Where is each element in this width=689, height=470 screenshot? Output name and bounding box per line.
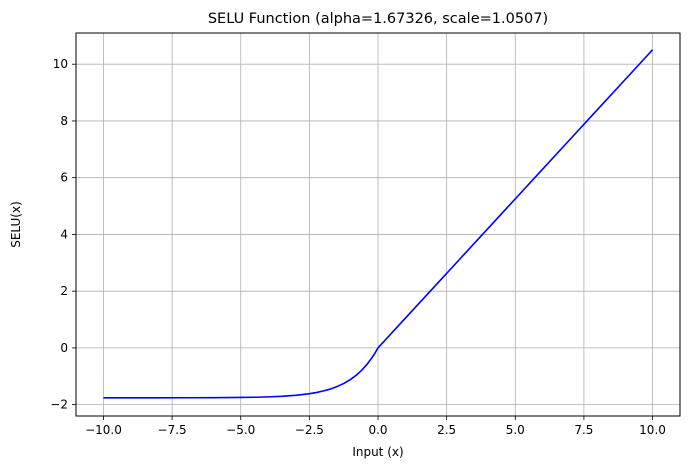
grid: [76, 33, 680, 416]
y-tick-label: 4: [60, 227, 68, 241]
selu-curve: [103, 49, 654, 399]
y-tick-label: −2: [50, 398, 68, 412]
y-axis-ticks: −2 0 2 4 6 8 10: [50, 57, 76, 412]
x-axis-label: Input (x): [352, 445, 403, 459]
x-tick-label: 10.0: [639, 423, 666, 437]
chart-title: SELU Function (alpha=1.67326, scale=1.05…: [208, 11, 548, 27]
x-tick-label: −5.0: [226, 423, 255, 437]
y-tick-label: 0: [60, 341, 68, 355]
y-axis-label: SELU(x): [9, 201, 23, 248]
x-tick-label: 7.5: [574, 423, 593, 437]
y-tick-label: 6: [60, 171, 68, 185]
x-tick-label: −7.5: [158, 423, 187, 437]
x-axis-ticks: −10.0 −7.5 −5.0 −2.5 0.0 2.5 5.0 7.5 10.0: [85, 416, 666, 437]
x-tick-label: −10.0: [85, 423, 122, 437]
y-tick-label: 10: [53, 57, 68, 71]
x-tick-label: 5.0: [506, 423, 525, 437]
series-layer: [103, 49, 654, 399]
y-tick-label: 2: [60, 284, 68, 298]
x-tick-label: 0.0: [368, 423, 387, 437]
x-tick-label: 2.5: [437, 423, 456, 437]
y-tick-label: 8: [60, 114, 68, 128]
x-tick-label: −2.5: [295, 423, 324, 437]
